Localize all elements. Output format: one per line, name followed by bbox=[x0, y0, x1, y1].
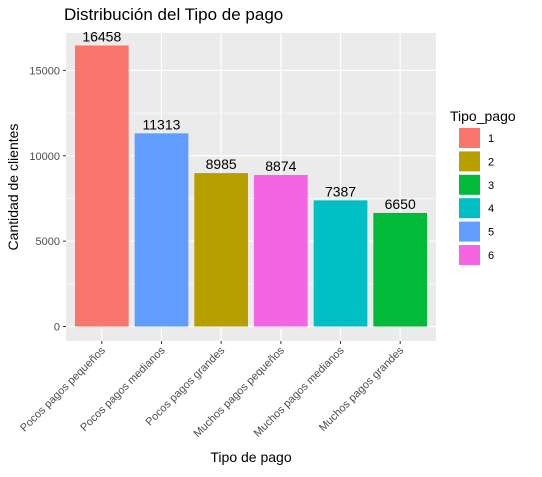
bar bbox=[134, 133, 189, 327]
y-axis-title: Cantidad de clientes bbox=[5, 124, 21, 251]
bar bbox=[253, 174, 308, 327]
data-label: 8874 bbox=[265, 158, 296, 174]
chart-title: Distribución del Tipo de pago bbox=[64, 5, 283, 24]
legend-key bbox=[459, 128, 480, 148]
bar bbox=[194, 173, 249, 327]
data-label: 6650 bbox=[385, 196, 416, 212]
legend-title: Tipo_pago bbox=[450, 108, 516, 124]
legend-label: 1 bbox=[488, 133, 494, 145]
legend-key bbox=[459, 221, 480, 242]
bar bbox=[313, 200, 368, 327]
data-label: 16458 bbox=[82, 29, 121, 45]
legend-label: 6 bbox=[488, 250, 494, 262]
legend-key bbox=[459, 245, 480, 265]
bar bbox=[74, 45, 129, 327]
data-label: 7387 bbox=[325, 183, 356, 199]
legend: Tipo_pago 1 2 3 4 5 6 bbox=[450, 108, 516, 265]
legend-label: 3 bbox=[488, 180, 494, 192]
legend-key bbox=[459, 198, 480, 219]
data-label: 11313 bbox=[143, 116, 181, 132]
bar bbox=[373, 212, 428, 327]
bars bbox=[74, 45, 428, 327]
data-labels: 16458 11313 8985 8874 7387 6650 bbox=[82, 29, 416, 212]
y-tick-label: 15000 bbox=[29, 65, 60, 77]
legend-label: 2 bbox=[488, 156, 494, 168]
y-tick-label: 5000 bbox=[36, 236, 60, 248]
data-label: 8985 bbox=[206, 156, 237, 172]
legend-key bbox=[459, 151, 480, 172]
legend-label: 4 bbox=[488, 203, 494, 215]
y-tick-label: 10000 bbox=[29, 151, 60, 163]
legend-key bbox=[459, 174, 480, 195]
x-axis-title: Tipo de pago bbox=[210, 449, 291, 465]
y-axis: 0 5000 10000 15000 bbox=[29, 65, 66, 334]
y-tick-label: 0 bbox=[54, 322, 60, 334]
legend-label: 5 bbox=[488, 227, 494, 239]
